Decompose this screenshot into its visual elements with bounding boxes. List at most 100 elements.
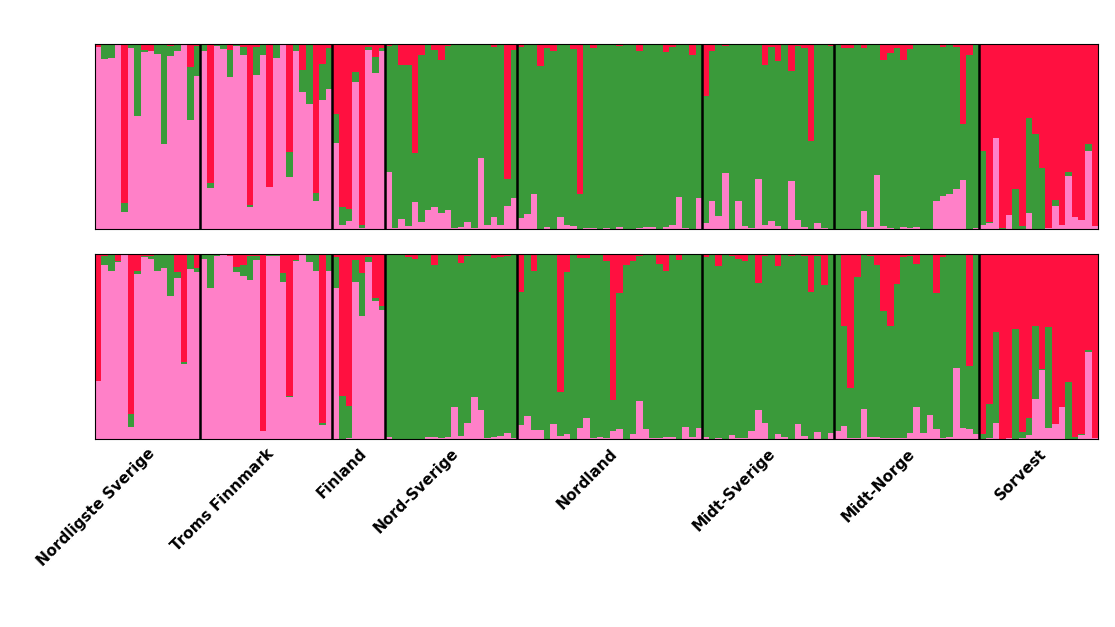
Bar: [827, 254, 834, 255]
Bar: [795, 221, 802, 229]
Bar: [484, 45, 491, 225]
Bar: [893, 254, 900, 284]
Bar: [1019, 44, 1026, 226]
Bar: [240, 47, 246, 55]
Bar: [782, 437, 788, 439]
Bar: [517, 218, 524, 229]
Bar: [834, 431, 841, 439]
Bar: [986, 223, 992, 229]
Bar: [762, 254, 768, 256]
Bar: [1012, 254, 1019, 329]
Bar: [187, 67, 194, 120]
Bar: [366, 261, 372, 439]
Bar: [372, 44, 379, 57]
Bar: [709, 254, 716, 438]
Bar: [1026, 213, 1032, 229]
Bar: [319, 424, 326, 439]
Bar: [432, 50, 438, 207]
Bar: [728, 256, 735, 435]
Bar: [953, 189, 960, 229]
Bar: [861, 254, 867, 255]
Bar: [418, 55, 425, 222]
Bar: [140, 44, 147, 50]
Bar: [174, 51, 181, 229]
Bar: [576, 428, 583, 439]
Bar: [154, 254, 161, 255]
Bar: [814, 223, 821, 229]
Bar: [465, 423, 471, 439]
Bar: [312, 254, 319, 271]
Bar: [775, 254, 782, 266]
Bar: [544, 44, 551, 48]
Bar: [583, 44, 590, 228]
Bar: [979, 225, 986, 229]
Bar: [556, 44, 563, 217]
Bar: [709, 51, 716, 201]
Bar: [300, 70, 306, 93]
Bar: [226, 44, 233, 50]
Bar: [517, 292, 524, 425]
Bar: [637, 254, 642, 256]
Bar: [972, 435, 979, 439]
Bar: [1026, 44, 1032, 117]
Bar: [445, 46, 452, 209]
Bar: [610, 254, 617, 399]
Bar: [827, 433, 834, 439]
Bar: [161, 254, 167, 268]
Bar: [861, 48, 867, 211]
Bar: [874, 254, 881, 265]
Bar: [709, 201, 716, 229]
Bar: [293, 44, 300, 51]
Bar: [590, 48, 597, 228]
Bar: [339, 207, 346, 224]
Bar: [972, 255, 979, 435]
Bar: [95, 381, 101, 439]
Bar: [841, 44, 847, 48]
Bar: [893, 44, 900, 48]
Bar: [246, 44, 253, 204]
Bar: [174, 254, 181, 272]
Bar: [445, 209, 452, 229]
Bar: [287, 254, 293, 396]
Bar: [906, 44, 913, 49]
Bar: [821, 228, 827, 229]
Bar: [920, 254, 927, 433]
Bar: [867, 438, 874, 439]
Bar: [807, 292, 814, 439]
Bar: [312, 192, 319, 201]
Bar: [346, 209, 352, 221]
Bar: [167, 254, 174, 296]
Bar: [947, 437, 953, 439]
Bar: [953, 368, 960, 439]
Bar: [960, 254, 967, 428]
Bar: [386, 44, 391, 46]
Bar: [1046, 44, 1053, 228]
Bar: [504, 433, 511, 439]
Bar: [702, 254, 709, 256]
Bar: [531, 44, 537, 45]
Bar: [967, 55, 972, 229]
Bar: [339, 254, 346, 396]
Bar: [999, 254, 1006, 439]
Bar: [689, 255, 696, 436]
Bar: [551, 254, 556, 424]
Bar: [960, 180, 967, 229]
Bar: [986, 404, 992, 438]
Bar: [590, 228, 597, 229]
Bar: [458, 45, 465, 227]
Bar: [762, 44, 768, 65]
Bar: [425, 45, 432, 210]
Bar: [140, 256, 147, 439]
Bar: [682, 255, 689, 427]
Bar: [827, 255, 834, 433]
Bar: [246, 207, 253, 229]
Bar: [1019, 226, 1026, 229]
Bar: [122, 212, 128, 229]
Bar: [967, 44, 972, 55]
Bar: [913, 407, 920, 439]
Bar: [246, 254, 253, 256]
Bar: [411, 44, 418, 153]
Bar: [696, 45, 702, 198]
Bar: [874, 438, 881, 439]
Bar: [1026, 254, 1032, 418]
